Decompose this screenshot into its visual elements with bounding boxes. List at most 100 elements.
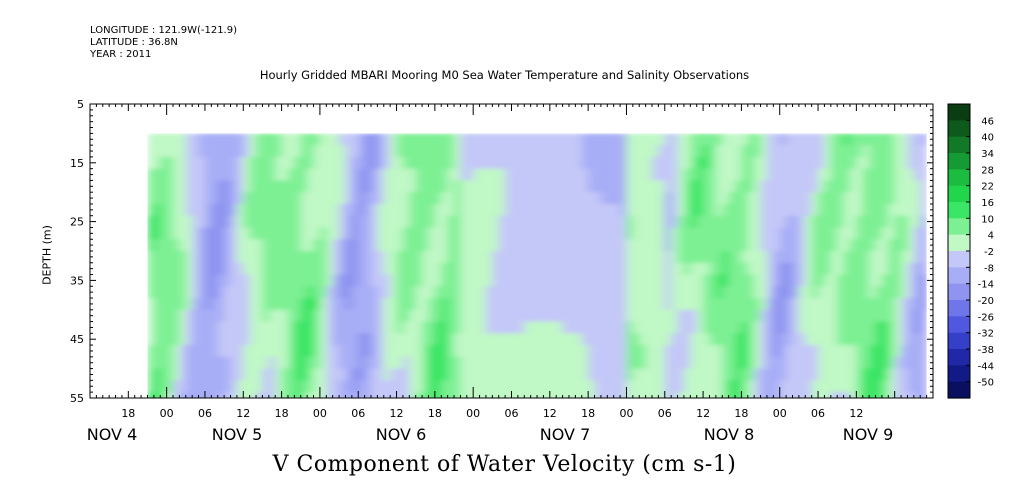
- heatmap-cell: [198, 333, 207, 347]
- heatmap-cell: [422, 298, 430, 311]
- heatmap-cell: [798, 192, 807, 205]
- heatmap-cell: [805, 368, 813, 382]
- x-hour-label: 18: [275, 407, 289, 420]
- heatmap-cell: [236, 309, 245, 323]
- heatmap-cell: [198, 345, 207, 358]
- heatmap-cell: [696, 168, 705, 182]
- heatmap-cell: [556, 145, 564, 158]
- heatmap-cell: [894, 145, 903, 158]
- heatmap-cell: [249, 274, 258, 288]
- heatmap-cell: [824, 356, 833, 370]
- heatmap-cell: [319, 180, 328, 194]
- heatmap-cell: [351, 192, 360, 205]
- heatmap-cell: [517, 168, 526, 182]
- heatmap-cell: [773, 380, 781, 394]
- heatmap-cell: [696, 239, 705, 252]
- colorbar-label: -2: [984, 247, 994, 258]
- heatmap-cell: [351, 133, 360, 147]
- heatmap-cell: [888, 380, 896, 394]
- heatmap-cell: [524, 321, 532, 335]
- heatmap-cell: [639, 215, 647, 229]
- heatmap-cell: [281, 380, 290, 394]
- heatmap-cell: [236, 168, 245, 182]
- heatmap-cell: [722, 227, 730, 241]
- heatmap-cell: [843, 321, 852, 335]
- heatmap-cell: [888, 239, 896, 252]
- heatmap-cell: [677, 345, 686, 358]
- heatmap-cell: [562, 145, 571, 158]
- heatmap-cell: [747, 262, 756, 276]
- heatmap-cell: [441, 274, 449, 288]
- heatmap-cell: [773, 321, 781, 335]
- heatmap-cell: [415, 368, 424, 382]
- heatmap-cell: [549, 380, 558, 394]
- heatmap-cell: [204, 251, 213, 264]
- heatmap-cell: [160, 180, 168, 194]
- heatmap-cell: [901, 262, 909, 276]
- heatmap-cell: [396, 392, 405, 398]
- heatmap-cell: [766, 298, 775, 311]
- heatmap-cell: [524, 203, 532, 217]
- heatmap-cell: [888, 251, 896, 264]
- heatmap-cell: [913, 168, 922, 182]
- heatmap-cell: [664, 215, 673, 229]
- heatmap-cell: [696, 309, 705, 323]
- heatmap-cell: [664, 356, 673, 370]
- heatmap-cell: [319, 321, 328, 335]
- heatmap-cell: [524, 345, 532, 358]
- heatmap-cell: [779, 145, 788, 158]
- heatmap-cell: [409, 192, 417, 205]
- heatmap-cell: [671, 298, 679, 311]
- heatmap-cell: [294, 215, 302, 229]
- heatmap-cell: [728, 203, 737, 217]
- heatmap-cell: [626, 156, 635, 170]
- heatmap-cell: [447, 368, 456, 382]
- heatmap-cell: [319, 345, 328, 358]
- heatmap-cell: [773, 298, 781, 311]
- heatmap-cell: [715, 227, 724, 241]
- heatmap-cell: [524, 380, 532, 394]
- heatmap-cell: [818, 215, 826, 229]
- heatmap-cell: [281, 392, 290, 398]
- heatmap-cell: [153, 321, 162, 335]
- heatmap-cell: [479, 392, 488, 398]
- heatmap-cell: [741, 227, 749, 241]
- heatmap-cell: [383, 392, 392, 398]
- heatmap-cell: [837, 156, 845, 170]
- heatmap-cell: [300, 274, 309, 288]
- heatmap-cell: [856, 215, 864, 229]
- heatmap-cell: [600, 192, 609, 205]
- heatmap-cell: [300, 345, 309, 358]
- heatmap-cell: [760, 239, 769, 252]
- heatmap-cell: [588, 145, 596, 158]
- x-hour-label: 18: [581, 407, 595, 420]
- heatmap-cell: [402, 133, 411, 147]
- heatmap-cell: [837, 239, 845, 252]
- heatmap-cell: [907, 286, 916, 300]
- heatmap-cell: [856, 227, 864, 241]
- heatmap-cell: [332, 215, 341, 229]
- heatmap-cell: [754, 180, 762, 194]
- heatmap-cell: [588, 274, 596, 288]
- heatmap-cell: [568, 203, 577, 217]
- heatmap-cell: [173, 309, 181, 323]
- heatmap-cell: [498, 333, 507, 347]
- heatmap-cell: [537, 380, 545, 394]
- heatmap-cell: [575, 239, 583, 252]
- heatmap-cell: [824, 145, 833, 158]
- heatmap-cell: [537, 145, 545, 158]
- heatmap-cell: [224, 227, 232, 241]
- heatmap-cell: [703, 368, 711, 382]
- x-day-label: NOV 6: [376, 425, 427, 444]
- heatmap-cell: [447, 168, 456, 182]
- heatmap-cell: [894, 345, 903, 358]
- heatmap-cell: [722, 286, 730, 300]
- heatmap-cell: [677, 180, 686, 194]
- heatmap-cell: [779, 345, 788, 358]
- heatmap-cell: [575, 251, 583, 264]
- heatmap-cell: [728, 262, 737, 276]
- heatmap-cell: [160, 227, 168, 241]
- heatmap-cell: [230, 133, 239, 147]
- colorbar-segment: [948, 267, 970, 285]
- heatmap-cell: [332, 309, 341, 323]
